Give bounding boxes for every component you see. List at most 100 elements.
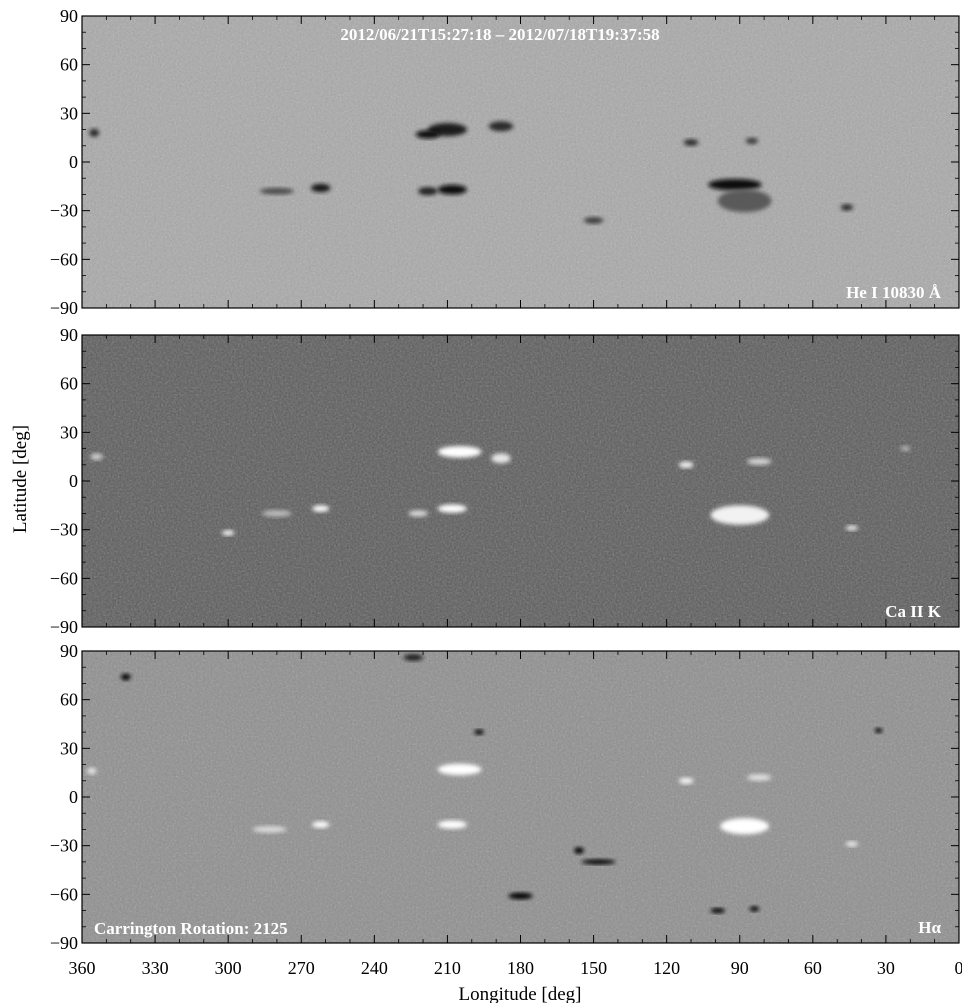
- y-tick-label: −30: [50, 520, 78, 540]
- x-tick-label: 300: [215, 958, 242, 978]
- y-tick-label: 0: [69, 152, 78, 172]
- y-tick-label: −90: [50, 617, 78, 637]
- feature-2-10: [747, 458, 772, 465]
- y-tick-label: 30: [60, 422, 78, 442]
- feature-3-15: [120, 673, 131, 681]
- y-tick-label: −90: [50, 298, 78, 318]
- feature-1-6: [311, 183, 331, 193]
- feature-3-14: [749, 906, 760, 912]
- y-tick-label: 60: [60, 374, 78, 394]
- y-tick-label: −60: [50, 884, 78, 904]
- feature-2-5: [312, 505, 330, 512]
- y-tick-label: 0: [69, 471, 78, 491]
- panel-3-y-ticks: 90 60 30 0 −30 −60 −90: [50, 641, 959, 953]
- feature-1-11: [745, 137, 759, 145]
- y-tick-label: −60: [50, 249, 78, 269]
- y-axis-label: Latitude [deg]: [10, 425, 31, 533]
- feature-3-10: [508, 892, 533, 900]
- feature-1-12: [840, 204, 854, 211]
- feature-1-13: [583, 217, 604, 224]
- feature-1-8: [708, 179, 762, 191]
- feature-2-7: [222, 530, 235, 536]
- x-tick-label: 90: [731, 958, 749, 978]
- feature-3-5: [720, 818, 769, 835]
- y-tick-label: 90: [60, 641, 78, 661]
- feature-1-4: [437, 184, 467, 195]
- feature-2-12: [90, 453, 103, 460]
- feature-2-8: [710, 505, 769, 525]
- x-tick-label: 330: [142, 958, 169, 978]
- y-tick-label: −60: [50, 568, 78, 588]
- panel-texture: [82, 335, 959, 627]
- x-tick-labels: 360 330 300 270 240 210 180 150 120 90 60 30 0: [69, 958, 962, 978]
- feature-1-14: [89, 128, 100, 137]
- panel-2-y-ticks: 90 60 30 0 −30 −60 −90: [50, 325, 959, 637]
- x-tick-label: 30: [877, 958, 895, 978]
- y-tick-label: 30: [60, 738, 78, 758]
- y-tick-label: 30: [60, 103, 78, 123]
- x-tick-label: 270: [288, 958, 315, 978]
- feature-3-9: [86, 767, 97, 775]
- panel-2: 90 60 30 0 −30 −60 −90 Ca II K: [50, 325, 960, 637]
- panel-3-label: Hα: [918, 918, 941, 937]
- y-tick-label: 60: [60, 690, 78, 710]
- feature-2-13: [900, 446, 911, 452]
- y-tick-label: −90: [50, 933, 78, 953]
- x-tick-label: 360: [69, 958, 96, 978]
- feature-1-2: [488, 121, 514, 132]
- panel-texture: [82, 16, 959, 308]
- carrington-rotation-label: Carrington Rotation: 2125: [94, 919, 288, 938]
- feature-3-7: [747, 774, 772, 781]
- feature-3-17: [403, 654, 423, 661]
- feature-3-4: [252, 826, 287, 833]
- feature-1-9: [717, 189, 772, 213]
- feature-2-4: [408, 510, 428, 517]
- panels-group: 90 60 30 0 −30 −60 −90 He I 10830 Å 90 60 30 0 −30 −6…: [50, 6, 960, 953]
- panel-1-map: [82, 16, 959, 308]
- panel-2-label: Ca II K: [885, 602, 942, 621]
- x-tick-label: 60: [804, 958, 822, 978]
- x-tick-label: 0: [955, 958, 962, 978]
- panel-2-x-ticks: [81, 335, 960, 627]
- y-tick-label: 90: [60, 6, 78, 26]
- panel-1: 90 60 30 0 −30 −60 −90 He I 10830 Å: [50, 6, 960, 318]
- feature-3-1: [437, 763, 482, 776]
- feature-3-12: [574, 847, 584, 854]
- feature-2-1: [437, 446, 482, 458]
- feature-1-3: [415, 130, 441, 139]
- feature-3-16: [474, 729, 484, 735]
- y-tick-label: 0: [69, 787, 78, 807]
- feature-1-7: [259, 188, 294, 195]
- feature-3-2: [437, 820, 467, 829]
- x-tick-label: 180: [507, 958, 534, 978]
- x-tick-label: 240: [361, 958, 388, 978]
- feature-1-5: [418, 187, 438, 196]
- feature-1-10: [683, 139, 699, 146]
- date-range-title: 2012/06/21T15:27:18 – 2012/07/18T19:37:5…: [340, 25, 659, 44]
- feature-2-11: [845, 525, 858, 531]
- x-tick-label: 210: [434, 958, 461, 978]
- panel-texture: [82, 651, 959, 943]
- y-tick-label: −30: [50, 836, 78, 856]
- feature-3-18: [874, 728, 883, 733]
- panel-1-x-ticks: [81, 16, 960, 308]
- panel-3-map: [82, 651, 959, 943]
- y-tick-label: 60: [60, 55, 78, 75]
- panel-1-y-ticks: 90 60 30 0 −30 −60 −90: [50, 6, 959, 318]
- panel-2-map: [82, 335, 959, 627]
- x-tick-label: 150: [580, 958, 607, 978]
- feature-2-3: [437, 504, 467, 513]
- feature-3-13: [710, 908, 726, 914]
- y-tick-label: 90: [60, 325, 78, 345]
- feature-3-3: [312, 821, 330, 828]
- panel-1-label: He I 10830 Å: [846, 283, 942, 302]
- feature-2-2: [491, 453, 511, 464]
- feature-3-11: [581, 859, 616, 865]
- y-tick-label: −30: [50, 201, 78, 221]
- feature-3-6: [678, 777, 694, 784]
- x-tick-label: 120: [653, 958, 680, 978]
- x-axis-label: Longitude [deg]: [459, 984, 582, 1003]
- panel-3: 90 60 30 0 −30 −60 −90 Hα: [50, 641, 960, 953]
- panel-3-x-ticks: [81, 651, 960, 943]
